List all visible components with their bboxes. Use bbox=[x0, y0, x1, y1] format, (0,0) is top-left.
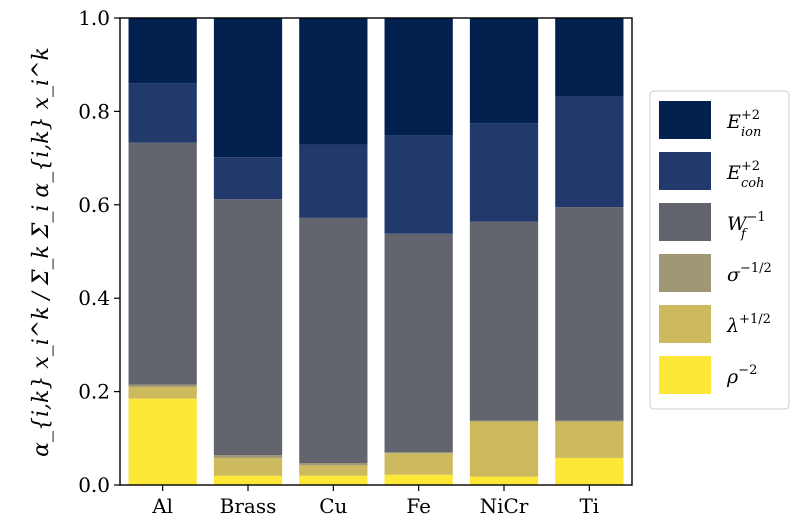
x-tick-label-fe: Fe bbox=[406, 494, 431, 518]
bar-segment-brass-4 bbox=[213, 157, 283, 200]
bar-segment-nicr-0 bbox=[469, 476, 539, 485]
bar-segment-cu-0 bbox=[299, 475, 368, 485]
bar-segment-fe-2 bbox=[384, 452, 453, 454]
bar-segment-nicr-5 bbox=[469, 18, 539, 124]
legend-label: ρ−2 bbox=[726, 363, 757, 388]
y-axis-label: α_{i,k} x_i^k / Σ_k Σ_i α_{i,k} x_i^k bbox=[29, 47, 54, 457]
legend-swatch bbox=[659, 254, 711, 292]
legend-label: E+2 ion bbox=[726, 108, 761, 140]
bar-segment-ti-5 bbox=[555, 18, 624, 96]
y-tick-label: 0.4 bbox=[78, 286, 110, 310]
x-tick-label-ti: Ti bbox=[579, 494, 599, 518]
bar-segment-ti-4 bbox=[555, 95, 624, 208]
legend-label: σ−1/2 bbox=[727, 261, 772, 286]
x-tick-label-brass: Brass bbox=[220, 494, 277, 518]
bar-segment-brass-5 bbox=[213, 18, 283, 158]
bar-segment-ti-1 bbox=[555, 421, 624, 458]
bar-segment-cu-5 bbox=[299, 18, 368, 145]
legend-swatch bbox=[659, 203, 711, 241]
bar-segment-fe-3 bbox=[384, 233, 453, 453]
y-tick-label: 1.0 bbox=[78, 6, 110, 30]
bar-segment-ti-2 bbox=[555, 420, 624, 422]
y-tick-label: 0.8 bbox=[78, 99, 110, 123]
legend: E+2 ion E+2 coh W−1 f σ−1/2 λ+1/2 ρ−2 bbox=[649, 90, 790, 410]
bar-segment-brass-2 bbox=[213, 455, 283, 458]
bar-segment-al-2 bbox=[128, 384, 197, 387]
bar-segment-fe-1 bbox=[384, 453, 453, 475]
y-axis: 0.0 0.2 0.4 0.6 0.8 1.0 bbox=[78, 6, 120, 497]
bar-segment-al-4 bbox=[128, 83, 197, 143]
x-tick-label-nicr: NiCr bbox=[480, 494, 529, 518]
bars-group bbox=[128, 18, 624, 485]
bar-segment-ti-0 bbox=[555, 457, 624, 485]
bar-segment-cu-2 bbox=[299, 463, 368, 466]
bar-segment-nicr-4 bbox=[469, 123, 539, 222]
y-tick-label: 0.2 bbox=[78, 380, 110, 404]
bar-segment-nicr-3 bbox=[469, 221, 539, 421]
bar-segment-fe-0 bbox=[384, 474, 453, 485]
y-tick-label: 0.6 bbox=[78, 193, 110, 217]
bar-segment-ti-3 bbox=[555, 207, 624, 421]
legend-label: W−1 f bbox=[727, 210, 766, 242]
bar-segment-cu-3 bbox=[299, 217, 368, 464]
bar-segment-cu-1 bbox=[299, 465, 368, 476]
y-tick-label: 0.0 bbox=[78, 473, 110, 497]
legend-swatch bbox=[659, 356, 711, 394]
bar-segment-brass-1 bbox=[213, 457, 283, 476]
bar-segment-fe-4 bbox=[384, 135, 453, 234]
legend-swatch bbox=[659, 305, 711, 343]
legend-label: E+2 coh bbox=[726, 159, 764, 191]
x-tick-label-cu: Cu bbox=[319, 494, 347, 518]
bar-segment-al-0 bbox=[128, 398, 197, 485]
bar-segment-cu-4 bbox=[299, 144, 368, 218]
x-axis: Al Brass Cu Fe NiCr Ti bbox=[151, 485, 599, 518]
bar-segment-al-1 bbox=[128, 386, 197, 399]
legend-label: λ+1/2 bbox=[726, 312, 771, 337]
plot-frame bbox=[119, 17, 633, 486]
bar-segment-nicr-2 bbox=[469, 420, 539, 422]
legend-swatch bbox=[659, 101, 711, 139]
x-tick-label-al: Al bbox=[151, 494, 173, 518]
legend-swatch bbox=[659, 152, 711, 190]
bar-segment-al-5 bbox=[128, 18, 197, 84]
bar-segment-brass-3 bbox=[213, 199, 283, 456]
bar-segment-nicr-1 bbox=[469, 421, 539, 477]
bar-segment-fe-5 bbox=[384, 18, 453, 136]
bar-segment-brass-0 bbox=[213, 475, 283, 485]
bar-segment-al-3 bbox=[128, 142, 197, 385]
